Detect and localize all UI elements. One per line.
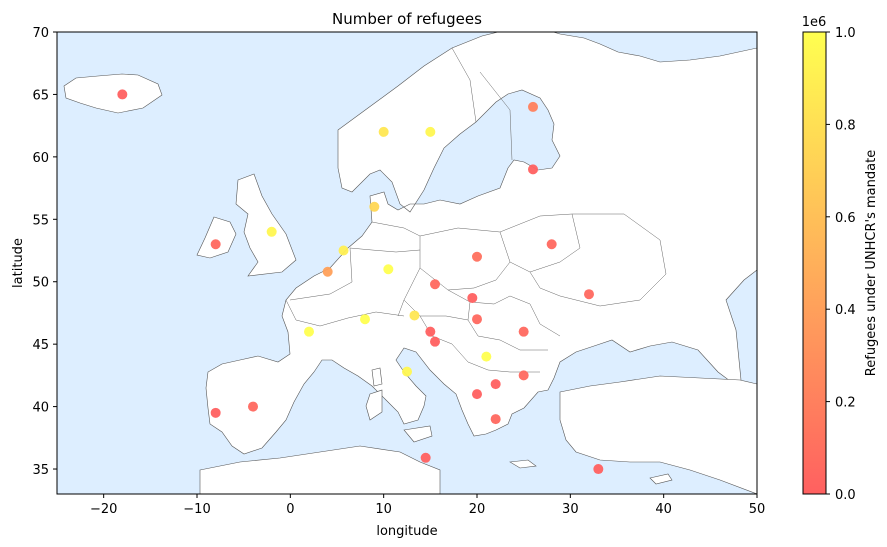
colorbar-tick-label: 0.4	[835, 303, 856, 318]
y-tick-label: 70	[32, 26, 49, 41]
data-point-30	[248, 401, 258, 412]
y-axis: 35 40 45 50 55 60 65 70	[32, 26, 57, 478]
plot-frame	[56, 31, 758, 495]
data-point-28	[490, 414, 501, 425]
land-ireland	[196, 216, 237, 259]
x-tick-label: 10	[375, 502, 392, 517]
y-tick-label: 55	[32, 213, 49, 228]
colorbar-tick-label: 0.0	[835, 488, 856, 503]
data-point-32	[593, 464, 604, 475]
colorbar: 0.0 0.2 0.4 0.6 0.8 1.0 1e6 Refugees under UN…	[802, 15, 879, 503]
data-point-26	[518, 370, 529, 381]
land-mainland-europe	[205, 32, 757, 455]
data-point-2	[425, 126, 436, 137]
land-iceland	[63, 73, 163, 114]
data-point-29	[210, 407, 221, 418]
data-point-18	[409, 310, 420, 321]
data-point-19	[472, 314, 482, 325]
land-crete	[509, 459, 537, 469]
y-tick-label: 50	[32, 276, 49, 291]
data-point-31	[420, 452, 431, 463]
x-tick-label: 50	[749, 502, 766, 517]
colorbar-tick-label: 1.0	[835, 26, 856, 41]
land-north-africa	[199, 445, 441, 494]
data-point-5	[369, 201, 380, 212]
x-tick-label: −20	[90, 502, 117, 517]
data-point-10	[383, 264, 394, 275]
colorbar-tick-label: 0.6	[835, 211, 856, 226]
x-tick-label: 20	[469, 502, 486, 517]
data-point-20	[518, 326, 529, 337]
data-point-3	[528, 101, 538, 112]
colorbar-offset-label: 1e6	[802, 15, 827, 30]
land-anatolia	[559, 375, 757, 494]
data-point-25	[490, 379, 501, 390]
data-point-4	[528, 164, 538, 175]
colorbar-ticks: 0.0 0.2 0.4 0.6 0.8 1.0	[826, 26, 856, 503]
x-tick-label: −10	[183, 502, 210, 517]
data-point-16	[304, 326, 314, 337]
y-tick-label: 45	[32, 338, 49, 353]
data-point-12	[546, 239, 557, 250]
colorbar-label: Refugees under UNHCR's mandate	[864, 150, 879, 376]
data-point-24	[402, 366, 412, 377]
data-point-9	[322, 266, 333, 277]
land-great-britain	[235, 173, 297, 277]
land-sicily	[403, 425, 433, 443]
land-corsica	[371, 367, 383, 387]
data-points	[117, 89, 604, 475]
data-point-6	[210, 239, 221, 250]
data-point-7	[266, 226, 277, 237]
data-point-13	[430, 279, 440, 290]
colorbar-tick-label: 0.2	[835, 396, 856, 411]
y-tick-label: 60	[32, 151, 49, 166]
colorbar-gradient	[802, 31, 827, 495]
data-point-8	[338, 245, 349, 256]
colorbar-tick-label: 0.8	[835, 118, 856, 133]
x-tick-label: 30	[562, 502, 579, 517]
x-tick-label: 40	[655, 502, 672, 517]
data-point-15	[584, 289, 594, 300]
x-axis-label: longitude	[376, 524, 437, 539]
data-point-23	[481, 351, 492, 362]
data-point-27	[472, 389, 482, 400]
y-tick-label: 65	[32, 88, 49, 103]
y-tick-label: 40	[32, 401, 49, 416]
data-point-1	[378, 126, 389, 137]
data-point-14	[467, 292, 478, 303]
chart-title: Number of refugees	[332, 10, 482, 28]
country-borders	[285, 47, 667, 373]
x-tick-label: 0	[286, 502, 294, 517]
map-land	[63, 32, 757, 494]
y-tick-label: 35	[32, 463, 49, 478]
data-point-21	[425, 326, 436, 337]
land-sardinia	[365, 389, 383, 421]
data-point-11	[472, 251, 482, 262]
land-cyprus	[649, 473, 673, 485]
data-point-22	[430, 336, 440, 347]
y-axis-label: latitude	[11, 238, 26, 288]
data-point-0	[117, 89, 128, 100]
x-axis: −20 −10 0 10 20 30 40 50	[90, 494, 765, 517]
data-point-17	[360, 314, 370, 325]
